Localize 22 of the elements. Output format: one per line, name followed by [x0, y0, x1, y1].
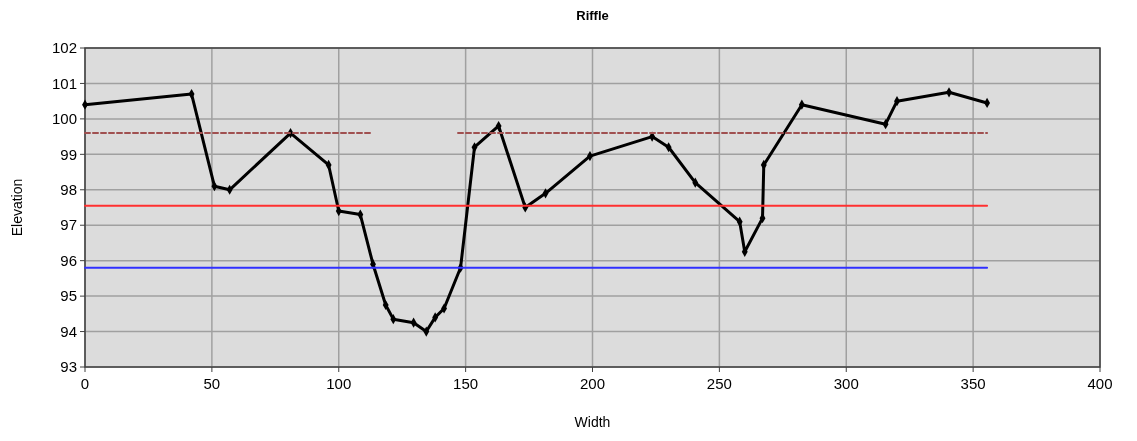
y-tick-label: 100 [51, 110, 77, 128]
y-tick-label: 93 [60, 358, 77, 376]
x-tick-label: 250 [706, 375, 732, 392]
y-tick-label: 95 [60, 287, 77, 305]
x-tick-label: 350 [960, 375, 986, 392]
y-tick-label: 101 [51, 74, 77, 92]
y-tick-label: 99 [60, 145, 77, 163]
x-tick-label: 50 [203, 375, 221, 392]
x-tick-label: 200 [579, 375, 606, 392]
y-tick-label: 96 [60, 251, 77, 269]
y-tick-label: 102 [51, 39, 77, 57]
y-tick-label: 94 [60, 322, 77, 340]
chart-title: Riffle [576, 8, 609, 23]
y-axis-title: Elevation [9, 178, 25, 237]
y-tick-label: 98 [60, 181, 77, 199]
x-tick-label: 150 [453, 375, 479, 392]
y-tick-label: 97 [60, 216, 77, 234]
x-tick-label: 400 [1087, 375, 1113, 392]
x-axis-title: Width [574, 414, 611, 430]
x-tick-label: 300 [833, 375, 859, 392]
x-tick-label: 0 [80, 375, 90, 392]
x-tick-label: 100 [326, 375, 352, 392]
